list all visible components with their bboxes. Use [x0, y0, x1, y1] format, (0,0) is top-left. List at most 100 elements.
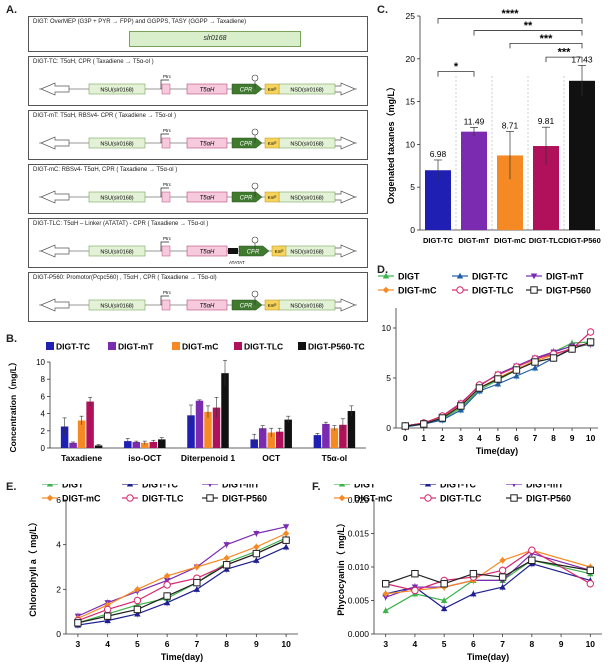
bar [258, 428, 267, 448]
legend-swatch [234, 342, 242, 350]
y-tick-label: 0 [41, 444, 46, 453]
terminator-icon [251, 236, 259, 244]
series-line [77, 526, 287, 617]
x-tick-label: DIGT-P560 [563, 236, 601, 245]
x-tick-label: 3 [383, 639, 388, 649]
panel-label-a: A. [6, 4, 17, 16]
t5ah-box [186, 299, 228, 311]
x-axis-label: Time(day) [476, 446, 518, 456]
y-tick-label: 10 [36, 358, 45, 367]
legend-marker [46, 494, 54, 502]
y-tick-label: 2 [56, 584, 61, 594]
legend-swatch [108, 342, 116, 350]
data-point [586, 328, 595, 336]
nsu-box [88, 137, 146, 149]
y-tick-label: 25 [406, 11, 416, 21]
x-tick-label: 0 [403, 433, 408, 443]
cpr-box [231, 83, 263, 95]
legend-label: DIGT-mT [546, 272, 584, 282]
data-point [282, 524, 290, 530]
t5ah-box [186, 83, 228, 95]
data-point [103, 612, 112, 620]
promoter-label: Ptrc [163, 236, 172, 241]
legend-marker [126, 484, 134, 487]
nsd-label: NSD(slr0168) [290, 250, 323, 256]
x-tick-label: 8 [529, 639, 534, 649]
legend-label: DIGT-mT [526, 484, 564, 490]
data-point [223, 542, 230, 548]
data-point [531, 364, 539, 371]
legend-marker [382, 286, 390, 294]
y-tick-label: 4 [41, 410, 46, 419]
bar [267, 432, 275, 448]
x-tick-label: 9 [570, 433, 575, 443]
km-box [264, 83, 280, 95]
cpr-label: CPR [240, 142, 253, 148]
y-tick-label: 0.020 [348, 495, 370, 505]
y-tick-label: 10 [382, 323, 392, 333]
significance-label: *** [540, 33, 554, 45]
x-tick-label: iso-OCT [128, 453, 162, 463]
nsu-box [88, 83, 146, 95]
significance-label: * [454, 61, 459, 73]
bar [339, 424, 347, 448]
bar [94, 445, 103, 448]
y-tick-label: 8 [41, 375, 46, 384]
y-tick-label: 0 [56, 629, 61, 639]
chart-c: 0 5 10 15 20 25 Oxgenated taxanes（mg/L） 6.98 DIG… [386, 8, 601, 245]
construct-row: DIGT-mT: T5αH, RBSv4- CPR ( Taxadiene → … [28, 110, 368, 160]
data-point [282, 536, 290, 544]
bar [141, 442, 149, 448]
km-box [264, 191, 280, 203]
data-point [411, 570, 419, 578]
construct-header-gene: slr0168 [129, 31, 301, 47]
data-point [440, 597, 448, 604]
bar [330, 428, 339, 448]
legend-label: DIGT [398, 272, 420, 282]
data-point [586, 566, 595, 575]
t5ah-label: T5αH [200, 196, 215, 202]
nsu-box [88, 245, 146, 257]
promoter-label: Ptrc [163, 74, 172, 79]
terminator-icon [251, 290, 259, 298]
data-point [457, 402, 465, 410]
terminator-icon [251, 74, 259, 82]
y-tick-label: 0 [386, 423, 391, 433]
cpr-box [231, 299, 263, 311]
y-tick-label: 6 [56, 495, 61, 505]
x-tick-label: 4 [105, 639, 110, 649]
nsd-label: NSD(slr0168) [290, 196, 323, 202]
data-point [193, 578, 201, 587]
data-point [253, 557, 260, 563]
rbs-box [161, 299, 171, 311]
legend-label: DIGT-TC [472, 272, 508, 282]
legend-label: DIGT-TLC [244, 342, 283, 352]
x-tick-label: DIGT-TC [423, 236, 454, 245]
bar [132, 441, 141, 448]
data-point [103, 605, 112, 614]
x-tick-label: 1 [421, 433, 426, 443]
y-tick-label: 5 [410, 182, 415, 192]
data-point [512, 366, 521, 374]
y-tick-label: 0.005 [348, 596, 370, 606]
legend-label: DIGT-mT [118, 342, 154, 352]
nsd-label: NSD(slr0168) [290, 304, 323, 310]
linker-label: ATATAT [229, 260, 245, 265]
chart-f: 0.000 0.005 0.010 0.015 0.020 3 4 5 6 7 8 9 10 Time(d… [334, 484, 602, 662]
x-tick-label: 9 [254, 639, 259, 649]
rbs-box [161, 191, 171, 203]
data-point [223, 566, 230, 572]
data-point [401, 422, 409, 430]
construct-row: DIGT-mC: RBSv4- T5αH, CPR ( Taxadiene → … [28, 164, 368, 214]
data-point [411, 586, 419, 595]
legend-marker [530, 273, 538, 280]
bar [86, 401, 94, 448]
legend-label: DIGT-P560 [526, 494, 571, 504]
x-tick-label: 7 [195, 639, 200, 649]
data-point [104, 601, 111, 609]
legend-marker [46, 484, 54, 487]
x-tick-label: 3 [76, 639, 81, 649]
x-tick-label: Diterpenoid 1 [181, 453, 236, 463]
x-tick-label: 2 [440, 433, 445, 443]
x-tick-label: 5 [442, 639, 447, 649]
